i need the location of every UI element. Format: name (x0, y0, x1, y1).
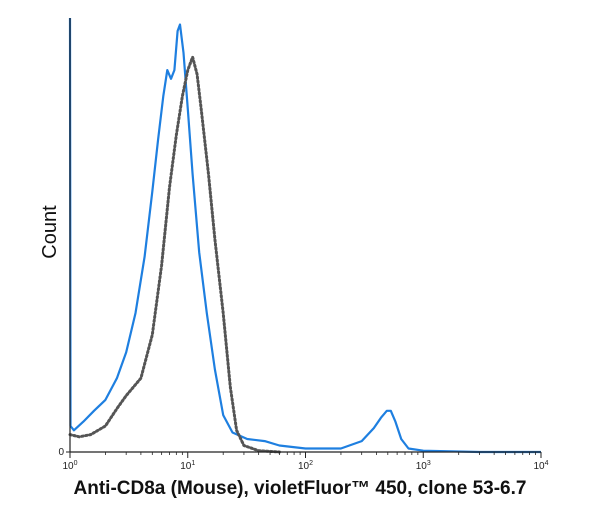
x-tick-label: 100 (62, 460, 77, 472)
y-axis-label: Count (39, 205, 61, 259)
x-tick-label: 103 (416, 460, 431, 472)
x-axis-ticks: 100 101 102 103 104 (62, 452, 549, 472)
y-tick-label: 0 (58, 447, 64, 458)
series-line-2 (68, 55, 281, 454)
histogram-chart: Count 100 101 102 103 104 0 (39, 17, 549, 472)
y-axis-ticks: 0 (58, 447, 70, 458)
x-tick-label: 102 (298, 460, 313, 472)
x-tick-label: 101 (180, 460, 195, 472)
x-axis-caption: Anti-CD8a (Mouse), violetFluor™ 450, clo… (73, 478, 527, 499)
series-line-1 (68, 17, 541, 454)
x-tick-label: 104 (533, 460, 548, 472)
plot-lines (68, 17, 541, 454)
